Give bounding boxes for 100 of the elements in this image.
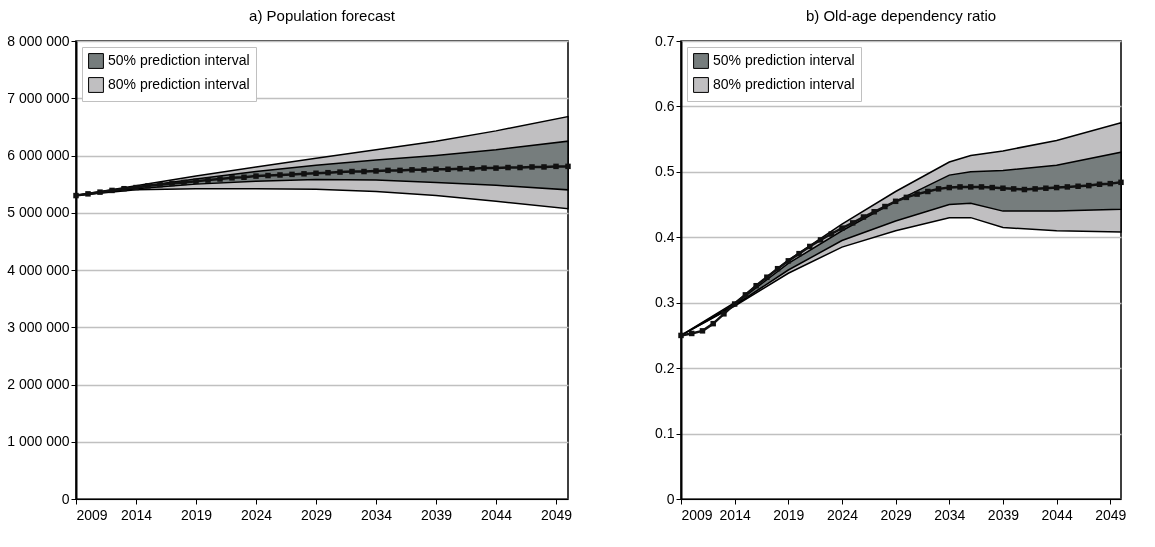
point bbox=[860, 214, 867, 220]
point bbox=[1064, 184, 1071, 190]
x-tick-label: 2029 bbox=[880, 506, 912, 523]
point bbox=[839, 225, 845, 231]
y-tick-label: 3 000 000 bbox=[7, 318, 70, 335]
point bbox=[445, 166, 451, 172]
point bbox=[871, 209, 877, 215]
legend-label: 50% prediction interval bbox=[108, 52, 250, 68]
x-tick-label: 2009 bbox=[76, 506, 108, 523]
point bbox=[731, 301, 738, 307]
legend-label: 80% prediction interval bbox=[108, 76, 250, 92]
y-tick-label: 0.3 bbox=[655, 294, 675, 311]
point bbox=[849, 220, 856, 226]
point bbox=[397, 167, 403, 174]
legend-label: 80% prediction interval bbox=[713, 76, 855, 92]
point bbox=[925, 188, 931, 195]
point bbox=[325, 169, 331, 176]
point bbox=[133, 184, 139, 191]
y-tick-label: 0.5 bbox=[655, 163, 675, 180]
point bbox=[481, 165, 487, 171]
point bbox=[914, 191, 920, 197]
point bbox=[109, 187, 115, 194]
x-tick-label: 2044 bbox=[1041, 506, 1073, 523]
point bbox=[241, 174, 247, 180]
point bbox=[181, 179, 187, 186]
point bbox=[97, 189, 103, 195]
point bbox=[193, 178, 199, 184]
point bbox=[541, 164, 547, 170]
x-tick-label: 2049 bbox=[540, 506, 573, 523]
chart-title: a) Population forecast bbox=[249, 7, 396, 24]
point bbox=[721, 311, 727, 317]
point bbox=[517, 164, 523, 171]
point bbox=[217, 176, 223, 182]
point bbox=[145, 183, 151, 189]
point bbox=[421, 167, 427, 173]
point bbox=[505, 164, 511, 171]
point bbox=[957, 184, 963, 190]
point bbox=[989, 184, 995, 191]
point bbox=[73, 192, 79, 199]
point bbox=[433, 166, 439, 172]
x-tick-label: 2019 bbox=[180, 506, 213, 523]
point bbox=[289, 171, 295, 178]
y-tick-label: 0.4 bbox=[655, 228, 675, 245]
x-tick-label: 2024 bbox=[240, 506, 273, 523]
y-tick-label: 0.6 bbox=[655, 97, 675, 114]
y-tick-label: 6 000 000 bbox=[7, 147, 70, 163]
point bbox=[337, 169, 343, 175]
x-tick-label: 2034 bbox=[360, 506, 393, 523]
point bbox=[229, 175, 235, 181]
x-tick-label: 2044 bbox=[480, 506, 513, 523]
x-tick-label: 2049 bbox=[1095, 506, 1127, 523]
point bbox=[710, 320, 716, 327]
y-tick-label: 7 000 000 bbox=[7, 89, 70, 106]
y-tick-label: 0 bbox=[61, 490, 70, 507]
point bbox=[817, 237, 824, 243]
point bbox=[253, 173, 259, 179]
point bbox=[385, 167, 391, 174]
y-tick-label: 0.7 bbox=[655, 32, 675, 49]
x-tick-label: 2039 bbox=[420, 506, 453, 523]
point bbox=[529, 164, 535, 170]
point bbox=[1118, 179, 1124, 186]
x-tick-label: 2014 bbox=[120, 506, 153, 523]
point bbox=[1043, 185, 1049, 191]
x-tick-label: 2039 bbox=[987, 506, 1020, 523]
point bbox=[742, 292, 749, 298]
point bbox=[1032, 186, 1038, 192]
point bbox=[753, 282, 759, 289]
point bbox=[1010, 186, 1017, 192]
point bbox=[409, 167, 415, 173]
point bbox=[313, 170, 319, 176]
point bbox=[678, 332, 684, 339]
chart-title: b) Old-age dependency ratio bbox=[805, 7, 997, 24]
point bbox=[935, 186, 942, 192]
y-tick-label: 2 000 000 bbox=[7, 376, 70, 392]
point bbox=[553, 163, 559, 170]
point bbox=[978, 184, 985, 190]
y-tick-label: 0.1 bbox=[655, 425, 675, 442]
point bbox=[1075, 183, 1081, 189]
point bbox=[699, 328, 706, 334]
point bbox=[265, 172, 271, 179]
point bbox=[361, 168, 367, 175]
point bbox=[1086, 182, 1092, 189]
point bbox=[301, 171, 307, 177]
x-tick-label: 2014 bbox=[719, 506, 751, 523]
legend-label: 50% prediction interval bbox=[713, 52, 855, 68]
y-tick-label: 0.2 bbox=[655, 359, 675, 376]
x-tick-label: 2024 bbox=[826, 506, 859, 523]
y-tick-label: 0 bbox=[666, 490, 675, 507]
point bbox=[121, 185, 127, 192]
point bbox=[277, 172, 283, 178]
point bbox=[968, 184, 974, 190]
x-tick-label: 2019 bbox=[773, 506, 805, 523]
y-tick-label: 5 000 000 bbox=[7, 204, 70, 221]
point bbox=[764, 274, 770, 280]
point bbox=[1000, 185, 1006, 191]
point bbox=[205, 177, 211, 183]
y-tick-label: 4 000 000 bbox=[7, 261, 70, 278]
point bbox=[457, 165, 463, 172]
point bbox=[785, 258, 792, 264]
x-tick-label: 2009 bbox=[681, 506, 713, 523]
